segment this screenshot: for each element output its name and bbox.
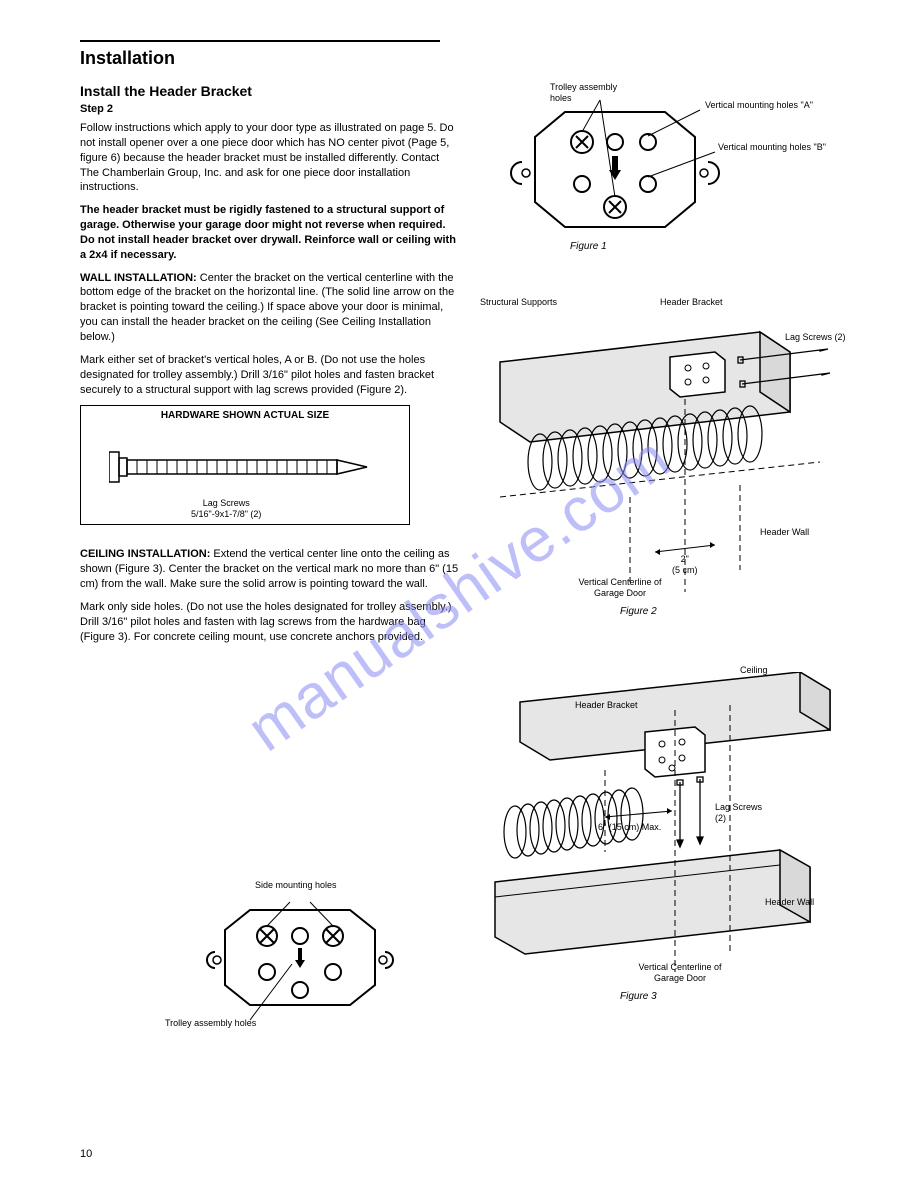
wall-mark-paragraph: Mark either set of bracket's vertical ho… xyxy=(80,353,460,398)
figure-2-block: Structural Supports Header Bracket Lag S… xyxy=(480,302,850,622)
step-subtitle: Step 2 xyxy=(80,103,460,115)
warning-paragraph: The header bracket must be rigidly faste… xyxy=(80,203,460,262)
lag-screw-illustration xyxy=(109,432,389,502)
ceiling-mark-paragraph: Mark only side holes. (Do not use the ho… xyxy=(80,600,460,645)
fig1-a-callout: Vertical mounting holes "A" xyxy=(705,100,835,111)
figure-1-caption: Figure 1 xyxy=(570,241,607,252)
fig3-c5: 6" (15 cm) Max. xyxy=(598,822,678,833)
fig2-c1: Structural Supports xyxy=(480,297,560,308)
hardware-title: HARDWARE SHOWN ACTUAL SIZE xyxy=(81,406,409,421)
left-column: Installation Install the Header Bracket … xyxy=(80,40,460,644)
right-column: Trolley assembly holes Vertical mounting… xyxy=(480,92,850,1012)
fig2-c4: Vertical Centerline of Garage Door xyxy=(570,577,670,599)
small-bracket-block: Side mounting holes Trolley assembly hol… xyxy=(195,890,425,1045)
figure-2-illustration xyxy=(480,302,860,602)
fig3-c1: Ceiling xyxy=(740,665,768,676)
wall-install-paragraph: WALL INSTALLATION: Center the bracket on… xyxy=(80,271,460,345)
intro-paragraph: Follow instructions which apply to your … xyxy=(80,121,460,195)
page-number: 10 xyxy=(80,1148,92,1160)
step-title: Install the Header Bracket xyxy=(80,83,460,99)
figure-3-caption: Figure 3 xyxy=(620,991,657,1002)
figure-3-block: Ceiling Header Bracket Lag Screws (2) Ve… xyxy=(480,672,850,1012)
fig3-c3: Lag Screws (2) xyxy=(715,802,765,824)
fig2-c6: Header Wall xyxy=(760,527,809,538)
fig3-c4: Vertical Centerline of Garage Door xyxy=(630,962,730,984)
fig3-c2: Header Bracket xyxy=(575,700,638,711)
lag-screw-label: Lag Screws 5/16"-9x1-7/8" (2) xyxy=(191,498,261,520)
fig2-c3: Lag Screws (2) xyxy=(785,332,855,343)
fig2-c5: 2" (5 cm) xyxy=(672,554,698,576)
fig1-b-callout: Vertical mounting holes "B" xyxy=(718,142,848,153)
figure-1-block: Trolley assembly holes Vertical mounting… xyxy=(480,92,850,292)
sm-bracket-side-label: Side mounting holes xyxy=(255,880,337,891)
fig3-c6: Header Wall xyxy=(765,897,815,908)
top-rule xyxy=(80,40,440,42)
hardware-box: HARDWARE SHOWN ACTUAL SIZE xyxy=(80,405,410,525)
ceiling-install-paragraph: CEILING INSTALLATION: Extend the vertica… xyxy=(80,547,460,592)
figure-1-illustration xyxy=(500,92,730,262)
section-title: Installation xyxy=(80,48,460,69)
fig2-c2: Header Bracket xyxy=(660,297,723,308)
figure-2-caption: Figure 2 xyxy=(620,606,657,617)
fig1-trolley-callout: Trolley assembly holes xyxy=(550,82,640,104)
page: Installation Install the Header Bracket … xyxy=(0,0,918,1188)
sm-bracket-trolley-label: Trolley assembly holes xyxy=(165,1018,265,1029)
